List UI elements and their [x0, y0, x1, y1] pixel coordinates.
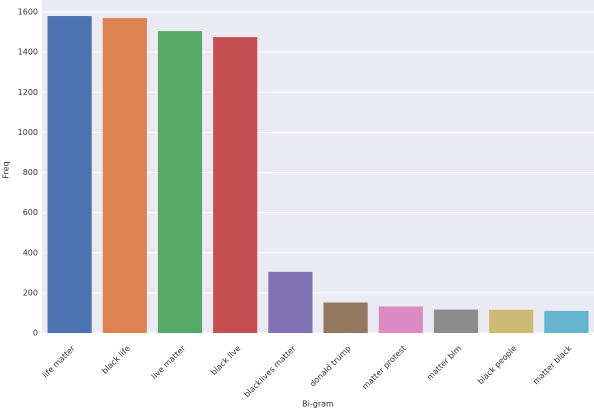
x-tick-label: matter blm — [425, 344, 463, 382]
y-tick-label: 400 — [23, 248, 38, 257]
x-tick-label: black life — [100, 344, 132, 376]
bar — [47, 16, 92, 334]
bar — [102, 18, 147, 333]
bar — [433, 309, 479, 333]
bar — [323, 302, 368, 333]
y-tick-label: 1200 — [18, 88, 38, 97]
y-tick-label: 600 — [23, 208, 38, 217]
y-tick-label: 200 — [23, 288, 38, 297]
x-tick-label: black people — [476, 344, 518, 386]
y-tick-label: 1000 — [18, 128, 38, 137]
bar — [268, 271, 313, 333]
x-tick-label: live matter — [150, 343, 188, 381]
x-tick-label: matter black — [531, 344, 574, 387]
x-axis-label: Bi-gram — [302, 400, 334, 409]
x-tick-label: donald trump — [308, 344, 353, 389]
x-tick-label: life matter — [41, 343, 77, 379]
bar — [544, 310, 589, 333]
bar — [378, 306, 423, 333]
x-tick-label: blacklives matter — [242, 343, 298, 399]
x-tick-label: black live — [209, 344, 242, 377]
bar — [213, 37, 258, 333]
y-tick-label: 800 — [23, 168, 38, 177]
y-tick-label: 1400 — [18, 48, 38, 57]
y-axis-label: Freq — [2, 161, 11, 178]
bar — [157, 31, 203, 333]
bar — [489, 309, 534, 333]
y-tick-label: 1600 — [18, 8, 38, 17]
x-tick-label: matter protest — [360, 344, 407, 391]
y-tick-label: 0 — [33, 329, 38, 338]
